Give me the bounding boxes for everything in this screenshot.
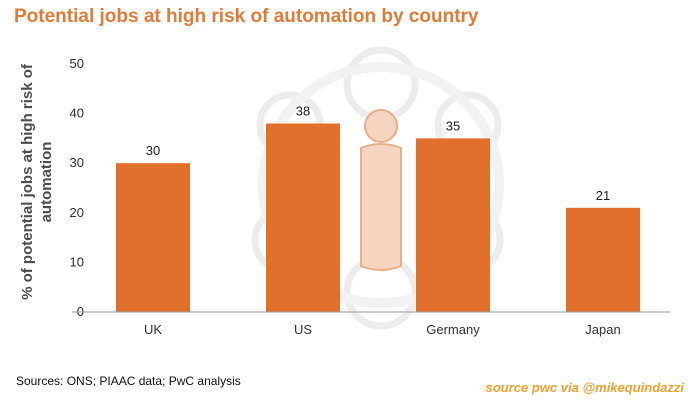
bar-uk bbox=[116, 163, 190, 312]
x-tick-label: Japan bbox=[585, 322, 620, 337]
x-axis: UK US Germany Japan bbox=[144, 322, 621, 337]
y-tick-label: 20 bbox=[70, 205, 84, 220]
y-tick-label: 10 bbox=[70, 254, 84, 269]
watermark: source pwc via @mikequindazzi bbox=[485, 380, 684, 395]
x-tick-label: US bbox=[294, 322, 312, 337]
x-tick-label: UK bbox=[144, 322, 162, 337]
y-axis: 01020304050 bbox=[70, 56, 84, 319]
bar-germany bbox=[416, 138, 490, 312]
data-label: 21 bbox=[596, 188, 610, 203]
x-tick-label: Germany bbox=[426, 322, 480, 337]
data-label: 30 bbox=[146, 143, 160, 158]
data-label: 38 bbox=[296, 104, 310, 119]
data-label: 35 bbox=[446, 118, 460, 133]
source-note: Sources: ONS; PIAAC data; PwC analysis bbox=[16, 374, 241, 388]
bars: 30 38 35 21 bbox=[116, 104, 640, 313]
y-tick-label: 30 bbox=[70, 155, 84, 170]
y-tick-label: 50 bbox=[70, 56, 84, 71]
chart-title: Potential jobs at high risk of automatio… bbox=[14, 6, 479, 27]
bar-japan bbox=[566, 207, 640, 312]
bar-us bbox=[266, 123, 340, 313]
y-tick-label: 40 bbox=[70, 106, 84, 121]
